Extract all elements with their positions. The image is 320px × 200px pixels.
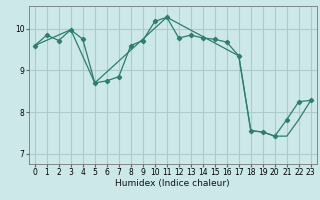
X-axis label: Humidex (Indice chaleur): Humidex (Indice chaleur) [116, 179, 230, 188]
